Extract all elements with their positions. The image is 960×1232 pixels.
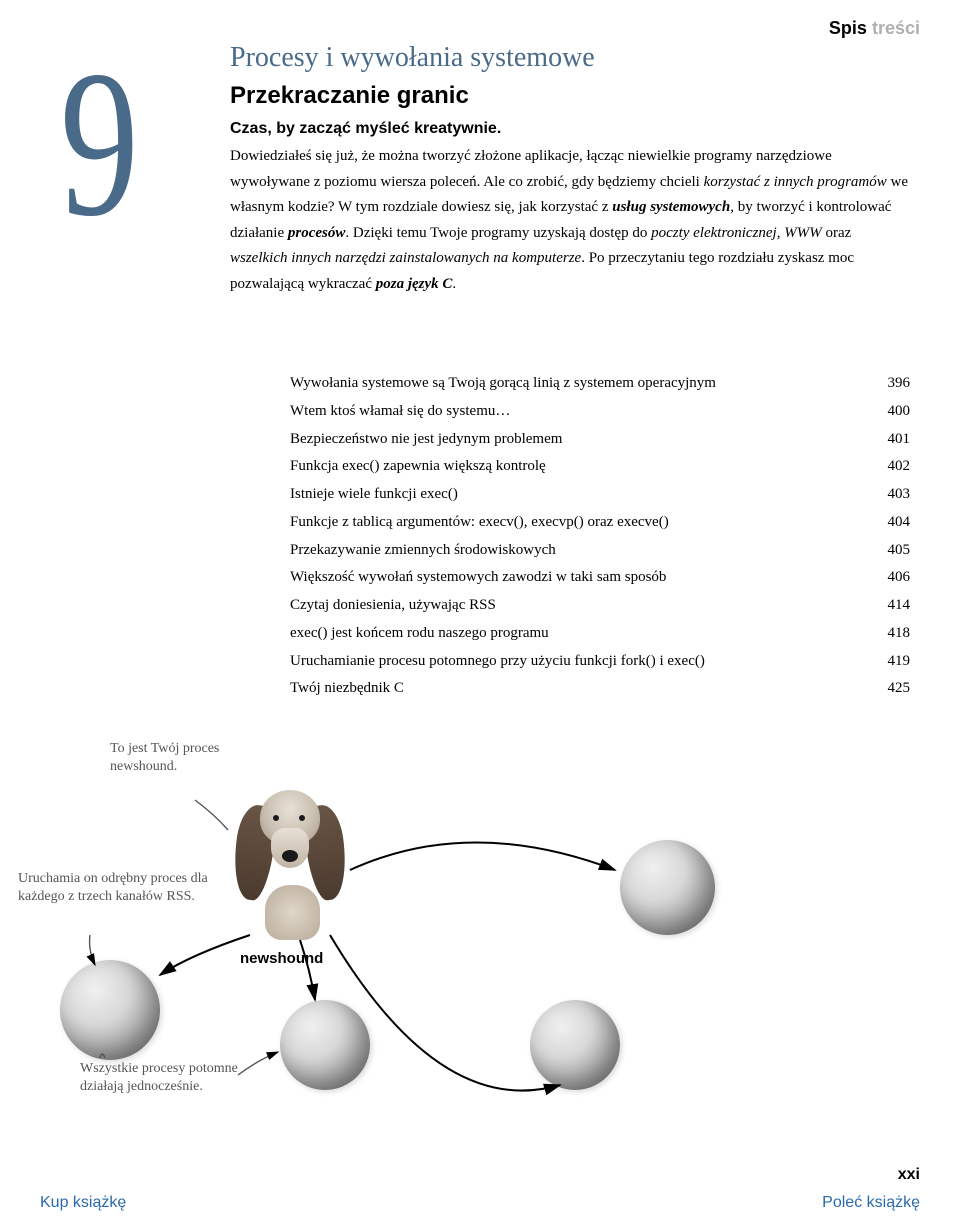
toc-page: 419 — [860, 648, 910, 676]
toc-page: 403 — [860, 481, 910, 509]
toc-row: Uruchamianie procesu potomnego przy użyc… — [290, 648, 910, 676]
chapter-subtitle: Przekraczanie granic — [230, 82, 910, 110]
footer-recommend-link[interactable]: Poleć książkę — [822, 1194, 920, 1212]
header-label: Spis — [829, 18, 867, 38]
dog-illustration — [225, 780, 360, 940]
toc-page: 406 — [860, 564, 910, 592]
process-sphere-1 — [60, 960, 160, 1060]
running-header: Spis treści — [829, 18, 920, 39]
toc-row: Funkcje z tablicą argumentów: execv(), e… — [290, 509, 910, 537]
toc-list: Wywołania systemowe są Twoją gorącą lini… — [290, 370, 910, 703]
process-sphere-2 — [280, 1000, 370, 1090]
chapter-title: Procesy i wywołania systemowe — [230, 42, 910, 74]
annotation-parallel: Wszystkie procesy potomne działają jedno… — [80, 1060, 260, 1096]
toc-row: exec() jest końcem rodu naszego programu… — [290, 620, 910, 648]
chapter-intro: Procesy i wywołania systemowe Przekracza… — [230, 42, 910, 297]
annotation-process: To jest Twój proces newshound. — [110, 740, 230, 776]
toc-label: Czytaj doniesienia, używając RSS — [290, 592, 860, 620]
toc-label: exec() jest końcem rodu naszego programu — [290, 620, 860, 648]
toc-label: Bezpieczeństwo nie jest jedynym probleme… — [290, 426, 860, 454]
toc-row: Przekazywanie zmiennych środowiskowych40… — [290, 537, 910, 565]
toc-row: Większość wywołań systemowych zawodzi w … — [290, 564, 910, 592]
toc-page: 404 — [860, 509, 910, 537]
toc-page: 402 — [860, 453, 910, 481]
toc-page: 414 — [860, 592, 910, 620]
toc-row: Istnieje wiele funkcji exec()403 — [290, 481, 910, 509]
toc-label: Istnieje wiele funkcji exec() — [290, 481, 860, 509]
toc-label: Uruchamianie procesu potomnego przy użyc… — [290, 648, 860, 676]
footer-buy-link[interactable]: Kup książkę — [40, 1194, 126, 1212]
toc-page: 405 — [860, 537, 910, 565]
chapter-body: Dowiedziałeś się już, że można tworzyć z… — [230, 144, 910, 297]
chapter-lead: Czas, by zacząć myśleć kreatywnie. — [230, 120, 910, 138]
diagram-center-label: newshound — [240, 950, 323, 967]
annotation-rss: Uruchamia on odrębny proces dla każdego … — [18, 870, 218, 906]
chapter-number: 9 — [60, 60, 139, 228]
toc-page: 400 — [860, 398, 910, 426]
toc-row: Wtem ktoś włamał się do systemu…400 — [290, 398, 910, 426]
toc-page: 396 — [860, 370, 910, 398]
toc-label: Wtem ktoś włamał się do systemu… — [290, 398, 860, 426]
toc-label: Twój niezbędnik C — [290, 675, 860, 703]
toc-row: Twój niezbędnik C425 — [290, 675, 910, 703]
process-sphere-4 — [620, 840, 715, 935]
toc-label: Większość wywołań systemowych zawodzi w … — [290, 564, 860, 592]
toc-label: Funkcje z tablicą argumentów: execv(), e… — [290, 509, 860, 537]
toc-page: 401 — [860, 426, 910, 454]
toc-page: 418 — [860, 620, 910, 648]
toc-page: 425 — [860, 675, 910, 703]
header-label-faded: treści — [872, 18, 920, 38]
toc-row: Czytaj doniesienia, używając RSS414 — [290, 592, 910, 620]
toc-label: Przekazywanie zmiennych środowiskowych — [290, 537, 860, 565]
toc-row: Bezpieczeństwo nie jest jedynym probleme… — [290, 426, 910, 454]
toc-row: Funkcja exec() zapewnia większą kontrolę… — [290, 453, 910, 481]
process-sphere-3 — [530, 1000, 620, 1090]
toc-row: Wywołania systemowe są Twoją gorącą lini… — [290, 370, 910, 398]
toc-label: Funkcja exec() zapewnia większą kontrolę — [290, 453, 860, 481]
page-number: xxi — [898, 1166, 920, 1184]
toc-label: Wywołania systemowe są Twoją gorącą lini… — [290, 370, 860, 398]
